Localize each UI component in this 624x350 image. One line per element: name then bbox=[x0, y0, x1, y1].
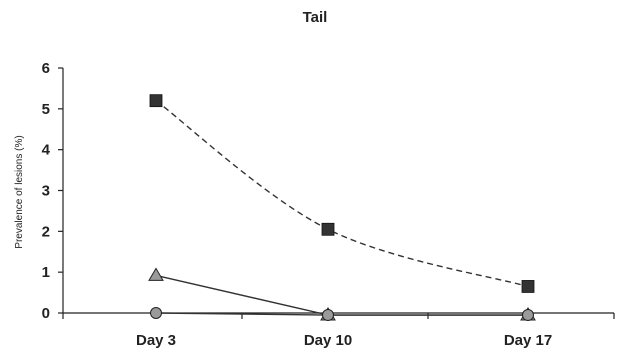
series-square-point bbox=[149, 94, 163, 108]
x-tick-label: Day 10 bbox=[304, 332, 352, 349]
y-tick-label: 1 bbox=[42, 264, 50, 281]
series-circle-point bbox=[322, 309, 334, 322]
series-triangle-line bbox=[155, 274, 528, 316]
series-triangle-point bbox=[148, 267, 164, 281]
y-ticks: 0 1 2 3 4 5 6 bbox=[42, 60, 63, 322]
series-layer bbox=[148, 94, 536, 322]
x-tick-label: Day 17 bbox=[504, 332, 552, 349]
series-circle-point bbox=[150, 307, 162, 319]
series-square-line bbox=[155, 100, 529, 288]
y-tick-label: 4 bbox=[42, 142, 51, 159]
series-circle-point bbox=[522, 309, 534, 322]
y-tick-label: 0 bbox=[42, 305, 50, 322]
y-tick-label: 3 bbox=[42, 183, 50, 200]
x-tick-label: Day 3 bbox=[136, 332, 176, 349]
chart-title: Tail bbox=[303, 9, 328, 26]
y-axis-label: Prevalence of lesions (%) bbox=[14, 135, 25, 248]
series-square-point bbox=[321, 222, 335, 236]
series-square-point bbox=[521, 280, 535, 293]
x-ticks: Day 3 Day 10 Day 17 bbox=[62, 313, 615, 349]
y-tick-label: 6 bbox=[42, 60, 50, 77]
y-tick-label: 2 bbox=[42, 223, 50, 240]
y-tick-label: 5 bbox=[42, 101, 50, 118]
